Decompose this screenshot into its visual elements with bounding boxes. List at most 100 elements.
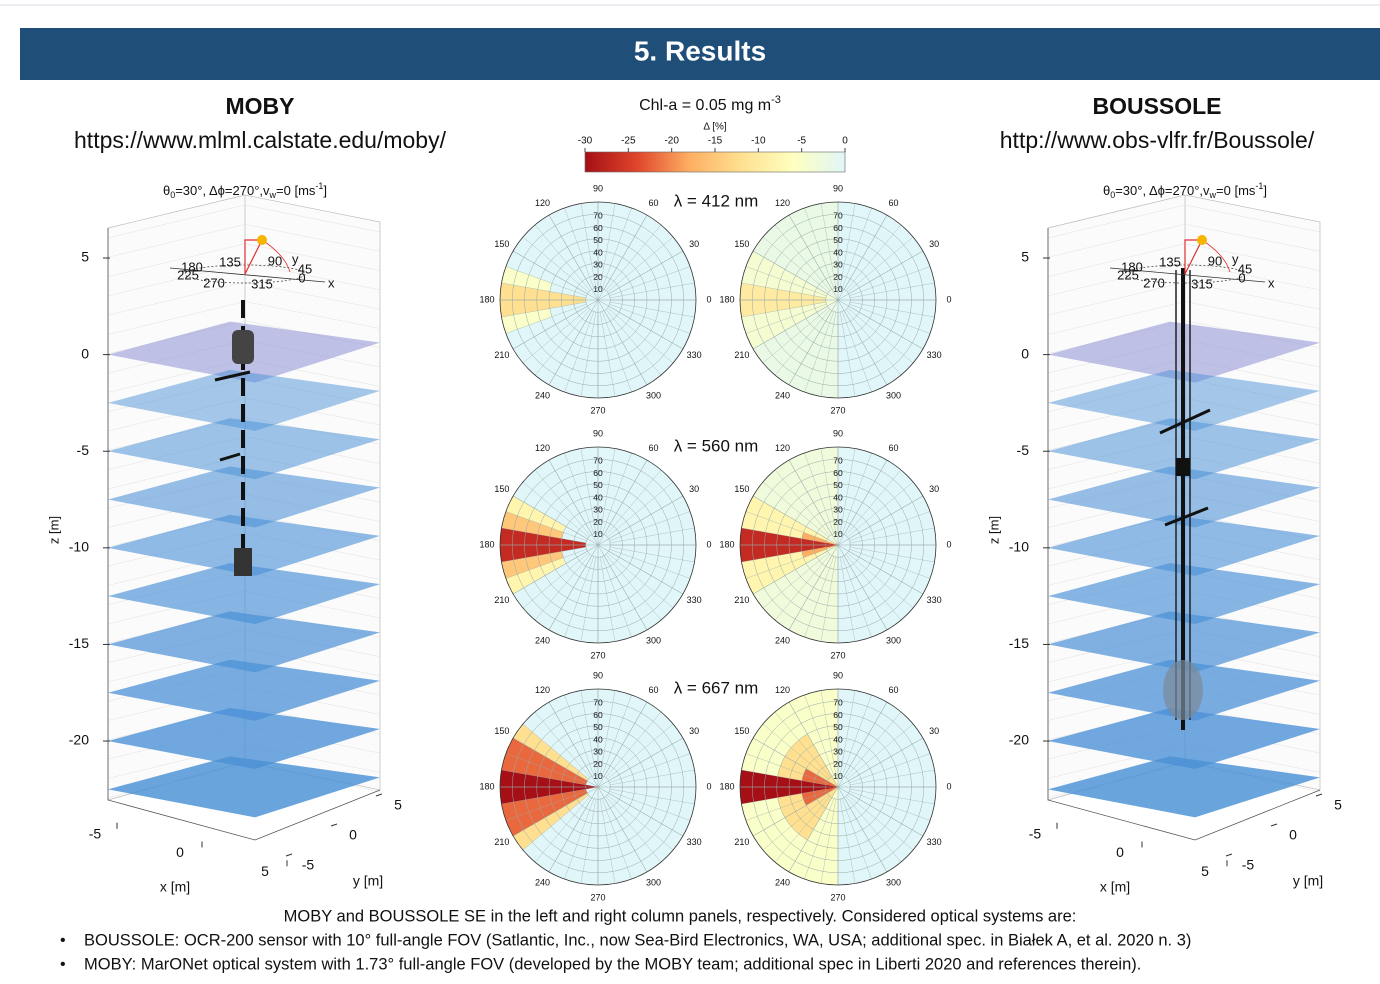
z-label: z [m]: [986, 516, 1001, 544]
polar-plot: 1020304050607003060901201501802102402703…: [719, 428, 951, 660]
angle-tick-label: 60: [888, 443, 898, 453]
angle-tick-label: 300: [646, 636, 661, 646]
compass-axis-label: x: [328, 275, 335, 290]
angle-tick-label: 60: [648, 685, 658, 695]
angle-tick-label: 300: [886, 878, 901, 888]
view-title-part: θ: [163, 183, 170, 198]
angle-tick-label: 240: [535, 391, 550, 401]
polar-plot: 1020304050607003060901201501802102402703…: [479, 428, 711, 660]
angle-tick-label: 330: [927, 595, 942, 605]
y-tick: [331, 824, 337, 826]
caption-bullet: MOBY: MarONet optical system with 1.73° …: [84, 955, 1141, 973]
angle-tick-label: 330: [687, 837, 702, 847]
y-tick-label: 0: [349, 827, 357, 843]
y-tick-label: -5: [302, 857, 315, 873]
z-tick-label: -15: [69, 635, 89, 651]
angle-tick-label: 90: [593, 428, 603, 438]
left-title: MOBY: [226, 93, 295, 119]
compass-label: 270: [203, 275, 225, 290]
3d-plot: 18013590452252703150yx50-5-10-15-20z [m]…: [986, 181, 1342, 894]
colorbar-label: Δ [%]: [703, 122, 727, 133]
view-title-part: -1: [315, 181, 323, 191]
y-label: y [m]: [353, 873, 383, 889]
angle-tick-label: 300: [886, 636, 901, 646]
polar-plot: 1020304050607003060901201501802102402703…: [719, 670, 951, 902]
sun: [1197, 235, 1207, 245]
header-title: 5. Results: [634, 35, 766, 66]
compass-label: 315: [1191, 276, 1213, 291]
colorbar-tick-label: -30: [578, 136, 593, 147]
angle-tick-label: 60: [648, 443, 658, 453]
compass-label: 90: [268, 253, 282, 268]
compass-label: 225: [1117, 267, 1139, 282]
y-tick-label: -5: [1242, 857, 1255, 873]
angle-tick-label: 270: [590, 892, 605, 902]
view-title-part: ]: [1263, 183, 1267, 198]
angle-tick-label: 270: [590, 650, 605, 660]
view-title: θ0=30°, Δϕ=270°,vw=0 [ms-1]: [163, 181, 327, 200]
condition: Chl-a = 0.05 mg m-3: [639, 94, 781, 114]
y-tick: [1316, 794, 1322, 796]
angle-tick-label: 180: [719, 294, 734, 304]
frame-h: [1176, 458, 1190, 476]
angle-tick-label: 210: [734, 595, 749, 605]
z-tick-label: -5: [77, 442, 90, 458]
angle-tick-label: 30: [929, 239, 939, 249]
angle-tick-label: 210: [494, 350, 509, 360]
y-tick: [1226, 854, 1232, 856]
angle-tick-label: 270: [830, 405, 845, 415]
compass-label: 90: [1208, 253, 1222, 268]
angle-tick-label: 30: [689, 239, 699, 249]
z-tick-label: 0: [1021, 345, 1029, 361]
y-tick-label: 0: [1289, 827, 1297, 843]
angle-tick-label: 30: [689, 484, 699, 494]
angle-tick-label: 90: [833, 670, 843, 680]
x-tick-label: 5: [1201, 863, 1209, 879]
colorbar: [585, 152, 845, 172]
compass-label: 0: [298, 270, 305, 285]
angle-tick-label: 90: [833, 428, 843, 438]
angle-tick-label: 30: [929, 484, 939, 494]
angle-tick-label: 330: [927, 350, 942, 360]
angle-tick-label: 90: [593, 670, 603, 680]
angle-tick-label: 150: [734, 484, 749, 494]
compass-label: 0: [1238, 270, 1245, 285]
wavelength-label: λ = 412 nm: [674, 191, 759, 210]
compass-axis-label: y: [292, 251, 299, 266]
y-tick: [286, 854, 292, 856]
colorbar-tick-label: -15: [708, 136, 723, 147]
view-title-part: ]: [323, 183, 327, 198]
angle-tick-label: 240: [535, 636, 550, 646]
colorbar-tick-label: -10: [751, 136, 766, 147]
angle-tick-label: 330: [927, 837, 942, 847]
compass-label: 270: [1143, 275, 1165, 290]
view-title-part: θ: [1103, 183, 1110, 198]
z-label: z [m]: [46, 516, 61, 544]
angle-tick-label: 120: [775, 198, 790, 208]
angle-tick-label: 60: [888, 685, 898, 695]
angle-tick-label: 270: [830, 650, 845, 660]
wavelength-label: λ = 560 nm: [674, 436, 759, 455]
view-title-part: =30°, Δϕ=270°,v: [1115, 183, 1210, 198]
right-url: http://www.obs-vlfr.fr/Boussole/: [1000, 127, 1315, 153]
angle-tick-label: 30: [689, 726, 699, 736]
angle-tick-label: 240: [775, 391, 790, 401]
colorbar-tick-label: 0: [842, 136, 848, 147]
angle-tick-label: 180: [479, 294, 494, 304]
compass-axis-label: x: [1268, 275, 1275, 290]
angle-tick-label: 210: [494, 837, 509, 847]
x-tick-label: 0: [1116, 844, 1124, 860]
z-tick-label: -10: [1009, 539, 1029, 555]
angle-tick-label: 210: [734, 350, 749, 360]
view-title-part: =0 [ms: [276, 183, 316, 198]
x-label: x [m]: [160, 879, 190, 895]
angle-tick-label: 180: [719, 781, 734, 791]
angle-tick-label: 90: [833, 183, 843, 193]
x-tick-label: -5: [89, 825, 102, 841]
compass-label: 225: [177, 267, 199, 282]
caption-intro: MOBY and BOUSSOLE SE in the left and rig…: [284, 907, 1077, 925]
z-tick-label: -15: [1009, 635, 1029, 651]
view-title-part: =30°, Δϕ=270°,v: [175, 183, 270, 198]
z-tick-label: 5: [81, 249, 89, 265]
